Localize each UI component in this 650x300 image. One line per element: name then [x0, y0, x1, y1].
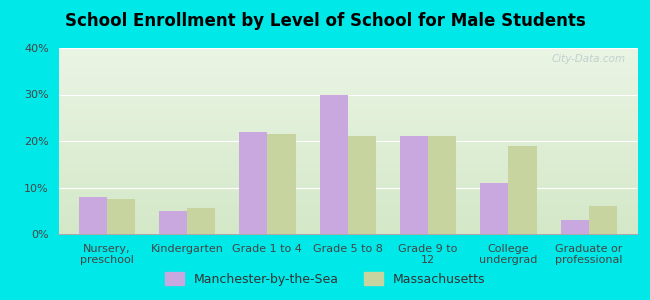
- Bar: [187, 208, 215, 234]
- Bar: [79, 197, 107, 234]
- Text: City-Data.com: City-Data.com: [551, 54, 625, 64]
- Bar: [239, 132, 267, 234]
- Bar: [589, 206, 617, 234]
- Legend: Manchester-by-the-Sea, Massachusetts: Manchester-by-the-Sea, Massachusetts: [160, 267, 490, 291]
- Bar: [508, 146, 536, 234]
- Bar: [107, 199, 135, 234]
- Bar: [159, 211, 187, 234]
- Bar: [428, 136, 456, 234]
- Bar: [320, 94, 348, 234]
- Bar: [348, 136, 376, 234]
- Text: School Enrollment by Level of School for Male Students: School Enrollment by Level of School for…: [64, 12, 586, 30]
- Bar: [480, 183, 508, 234]
- Bar: [561, 220, 589, 234]
- Bar: [267, 134, 296, 234]
- Bar: [400, 136, 428, 234]
